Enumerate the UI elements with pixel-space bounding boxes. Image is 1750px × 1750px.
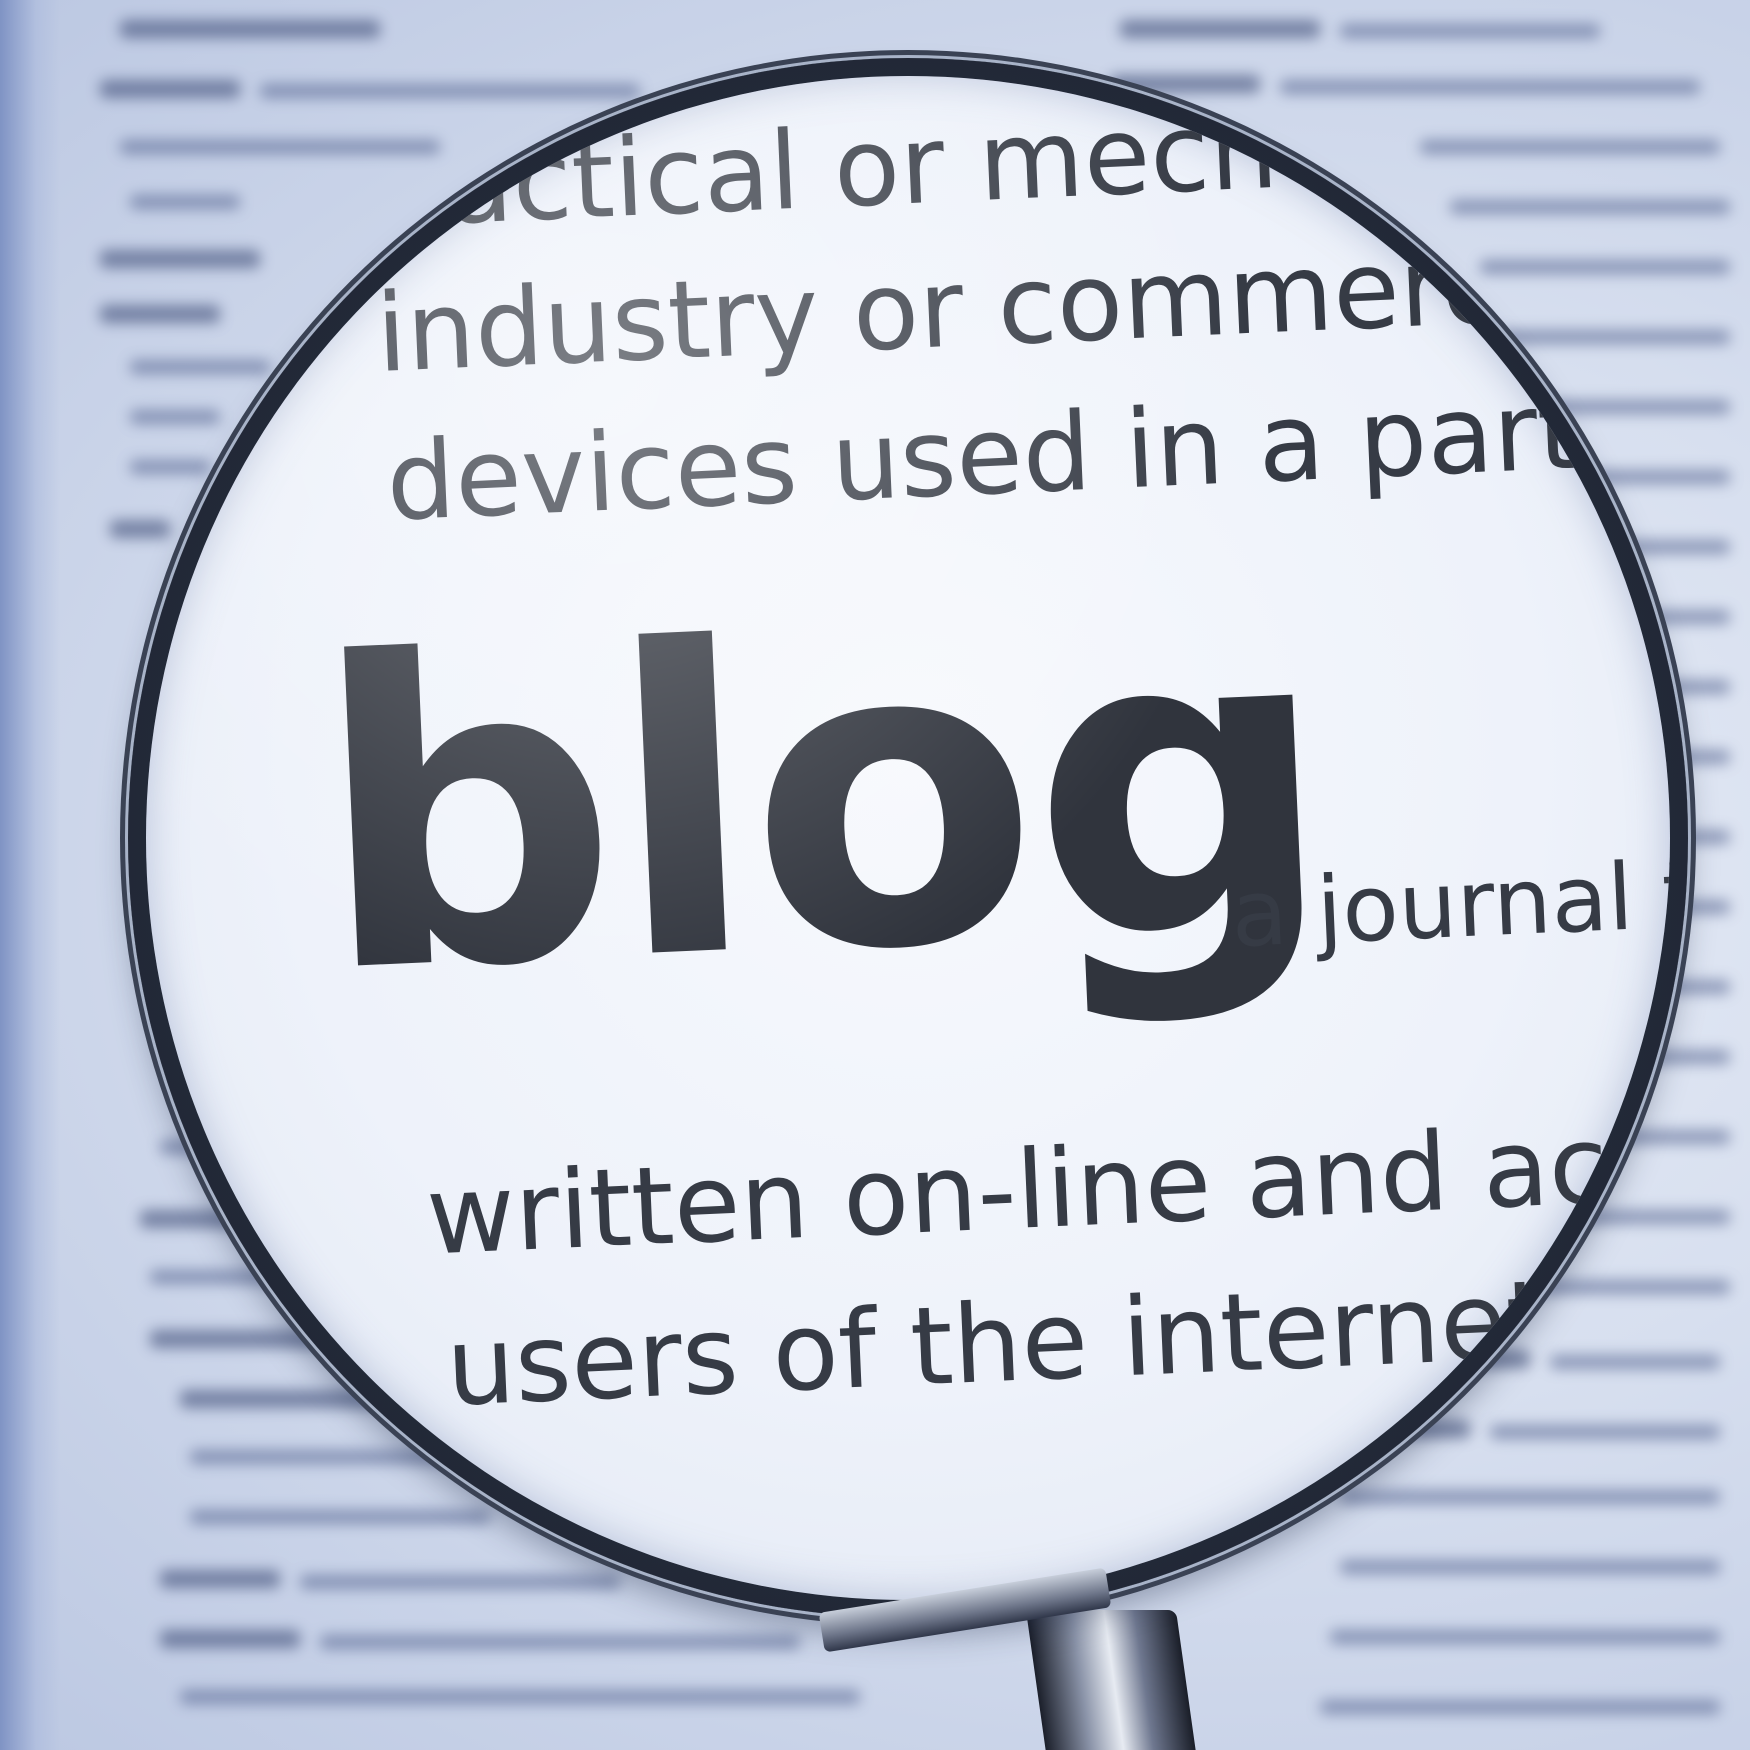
lens-text-line: industry or commerce	[373, 220, 1570, 397]
lens-text-line: a journal t	[1228, 840, 1670, 969]
lens-text-line: written on-line and acce	[423, 1097, 1670, 1280]
page-fold-shadow	[0, 0, 60, 1750]
magnifier-lens: actical or mech industry or commerce dev…	[146, 76, 1670, 1600]
headword-blog: blog	[305, 534, 1336, 1067]
magnifier-handle	[1025, 1610, 1205, 1750]
lens-text-line: users of the internet.	[443, 1256, 1586, 1431]
lens-text-line: devices used in a particu	[383, 361, 1670, 546]
